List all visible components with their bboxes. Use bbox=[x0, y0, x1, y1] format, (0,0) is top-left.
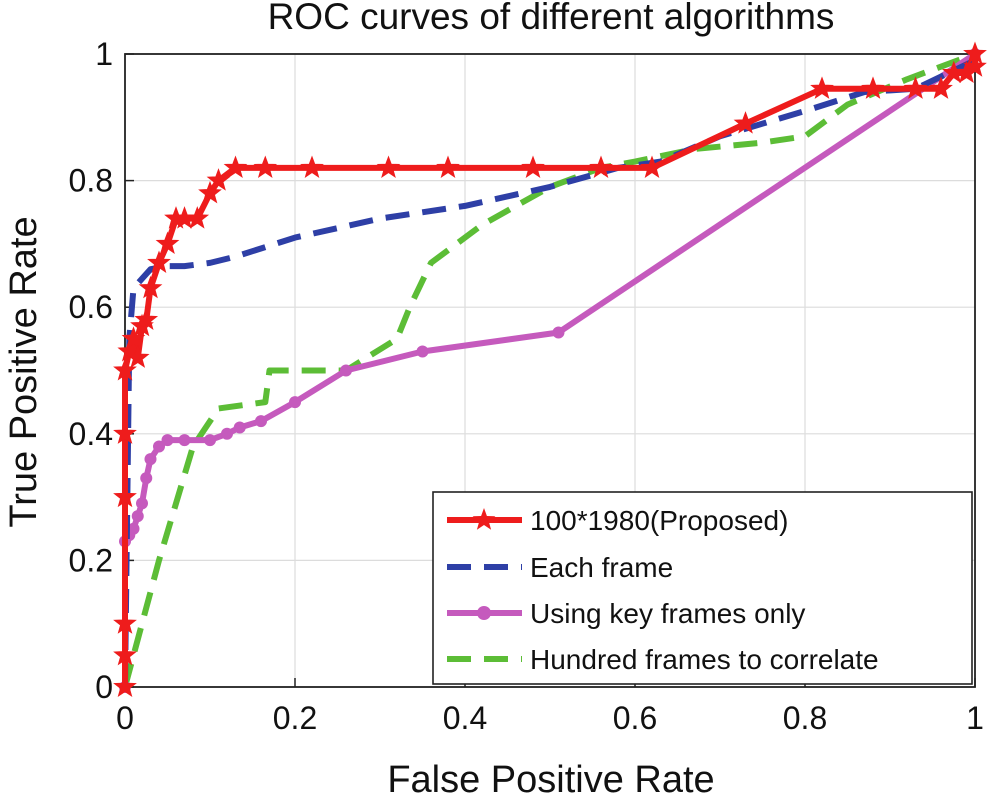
star-marker bbox=[903, 76, 928, 99]
legend-label: 100*1980(Proposed) bbox=[530, 505, 788, 536]
series-each-frame bbox=[122, 57, 977, 688]
legend-item-each-frame: Each frame bbox=[447, 552, 673, 583]
star-marker bbox=[198, 180, 222, 204]
star-marker bbox=[589, 155, 613, 178]
star-marker bbox=[113, 642, 137, 666]
series-100-1980-proposed bbox=[113, 41, 987, 698]
dot-marker bbox=[153, 440, 165, 453]
star-marker bbox=[138, 275, 163, 299]
star-marker bbox=[113, 674, 137, 698]
star-marker bbox=[113, 358, 137, 381]
legend-item-using-key-frames-only: Using key frames only bbox=[447, 598, 805, 629]
x-tick-label: 1 bbox=[966, 700, 984, 736]
dot-marker bbox=[221, 427, 233, 440]
x-axis-label: False Positive Rate bbox=[387, 759, 714, 798]
y-tick-label: 0.8 bbox=[69, 163, 113, 199]
legend-box bbox=[432, 491, 973, 685]
y-tick-label: 0 bbox=[95, 669, 113, 705]
legend-dot-icon bbox=[477, 606, 491, 620]
star-marker bbox=[929, 76, 953, 99]
legend-item-100-1980-proposed: 100*1980(Proposed) bbox=[447, 505, 788, 536]
dot-marker bbox=[204, 434, 216, 447]
y-tick-label: 0.4 bbox=[69, 416, 113, 452]
dot-marker bbox=[144, 453, 157, 466]
x-tick-label: 0.4 bbox=[443, 700, 487, 736]
star-marker bbox=[121, 326, 146, 349]
star-marker bbox=[125, 345, 150, 368]
star-marker bbox=[147, 250, 171, 273]
legend-star-icon bbox=[472, 508, 496, 530]
series-hundred-frames-to-correlate bbox=[122, 51, 977, 688]
legend-label: Hundred frames to correlate bbox=[530, 644, 879, 675]
star-marker bbox=[253, 155, 278, 178]
legend-label: Each frame bbox=[530, 552, 673, 583]
star-marker bbox=[963, 41, 987, 65]
series-group bbox=[113, 41, 987, 698]
dot-marker bbox=[255, 415, 267, 428]
dot-marker bbox=[178, 434, 191, 447]
star-marker bbox=[810, 76, 834, 99]
y-tick-label: 1 bbox=[95, 36, 113, 72]
legend: 100*1980(Proposed) Each frame Using key fr… bbox=[432, 491, 973, 685]
star-marker bbox=[185, 206, 210, 229]
star-marker bbox=[223, 155, 248, 178]
legend-label: Using key frames only bbox=[530, 598, 805, 629]
star-marker bbox=[134, 307, 159, 330]
series-using-key-frames-only bbox=[119, 48, 981, 693]
dot-marker bbox=[136, 497, 148, 510]
dot-marker bbox=[161, 434, 174, 447]
dot-marker bbox=[140, 472, 153, 485]
star-marker bbox=[155, 231, 180, 254]
dot-marker bbox=[131, 510, 144, 523]
legend-item-hundred-frames-to-correlate: Hundred frames to correlate bbox=[447, 644, 879, 675]
star-marker bbox=[376, 155, 401, 178]
star-marker bbox=[963, 54, 987, 77]
axis-ticks: 0 0.2 0.4 0.6 0.8 1 0 0.2 0.4 0.6 0.8 1 bbox=[69, 36, 984, 736]
star-marker bbox=[436, 155, 460, 178]
dot-marker bbox=[340, 364, 352, 377]
series-line bbox=[122, 57, 977, 688]
y-axis-label: True Positive Rate bbox=[3, 216, 45, 527]
star-marker bbox=[113, 611, 137, 634]
y-tick-label: 0.2 bbox=[69, 542, 113, 578]
dot-marker bbox=[552, 326, 565, 339]
y-tick-label: 0.6 bbox=[69, 289, 113, 325]
star-marker bbox=[113, 484, 137, 508]
star-marker bbox=[733, 111, 758, 134]
star-marker bbox=[113, 421, 137, 444]
star-marker bbox=[521, 155, 545, 178]
star-marker bbox=[861, 76, 885, 99]
dot-marker bbox=[127, 522, 140, 535]
star-marker bbox=[300, 155, 324, 178]
x-tick-label: 0.8 bbox=[783, 700, 827, 736]
star-marker bbox=[206, 168, 231, 191]
x-tick-label: 0.6 bbox=[613, 700, 657, 736]
x-tick-label: 0 bbox=[116, 700, 134, 736]
x-tick-label: 0.2 bbox=[273, 700, 317, 736]
series-line bbox=[122, 51, 977, 688]
chart-title: ROC curves of different algorithms bbox=[268, 0, 835, 37]
dot-marker bbox=[233, 421, 246, 434]
dot-marker bbox=[289, 396, 301, 409]
dot-marker bbox=[416, 345, 429, 358]
star-marker bbox=[640, 155, 664, 178]
